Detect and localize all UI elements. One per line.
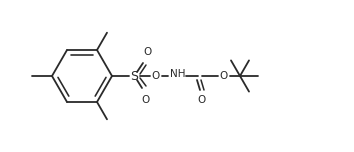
Text: O: O xyxy=(220,71,228,81)
Text: O: O xyxy=(143,47,151,57)
Text: S: S xyxy=(130,69,138,83)
Text: O: O xyxy=(198,95,206,105)
Text: NH: NH xyxy=(170,69,186,79)
Text: O: O xyxy=(141,95,149,105)
Text: O: O xyxy=(152,71,160,81)
